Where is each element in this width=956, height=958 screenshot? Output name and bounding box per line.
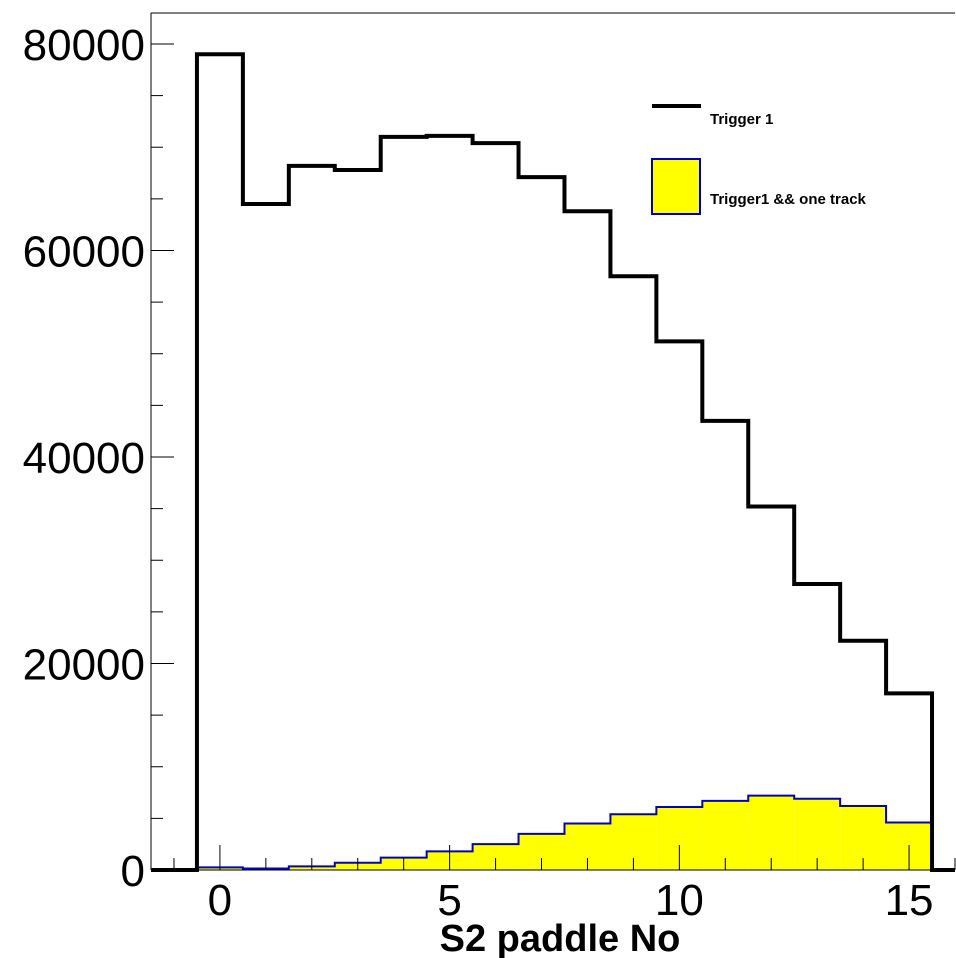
x-tick-label: 10 — [655, 876, 704, 925]
legend-label-trigger-1: Trigger 1 — [710, 111, 773, 128]
series-outline-trigger1-one-track — [151, 794, 955, 871]
axis-layer: 0 20000 40000 60000 80000 0 5 10 15 — [23, 12, 956, 925]
legend: Trigger 1 Trigger1 && one track — [651, 104, 867, 215]
x-axis-label: S2 paddle No — [440, 918, 681, 958]
series-line-layer — [151, 52, 955, 872]
series-line-trigger-1 — [151, 52, 955, 872]
y-tick-label: 80000 — [23, 21, 145, 70]
y-tick-label: 60000 — [23, 227, 145, 276]
y-tick-label: 40000 — [23, 434, 145, 483]
y-tick-label: 20000 — [23, 640, 145, 689]
x-tick-label: 0 — [208, 876, 232, 925]
x-tick-label: 15 — [885, 876, 934, 925]
legend-swatch-trigger1-one-track — [651, 158, 701, 215]
x-tick-label: 5 — [437, 876, 461, 925]
bar-trigger1-one-track-bin-12 — [748, 795, 795, 870]
y-tick-label: 0 — [121, 847, 145, 896]
legend-label-trigger1-one-track: Trigger1 && one track — [710, 191, 867, 208]
